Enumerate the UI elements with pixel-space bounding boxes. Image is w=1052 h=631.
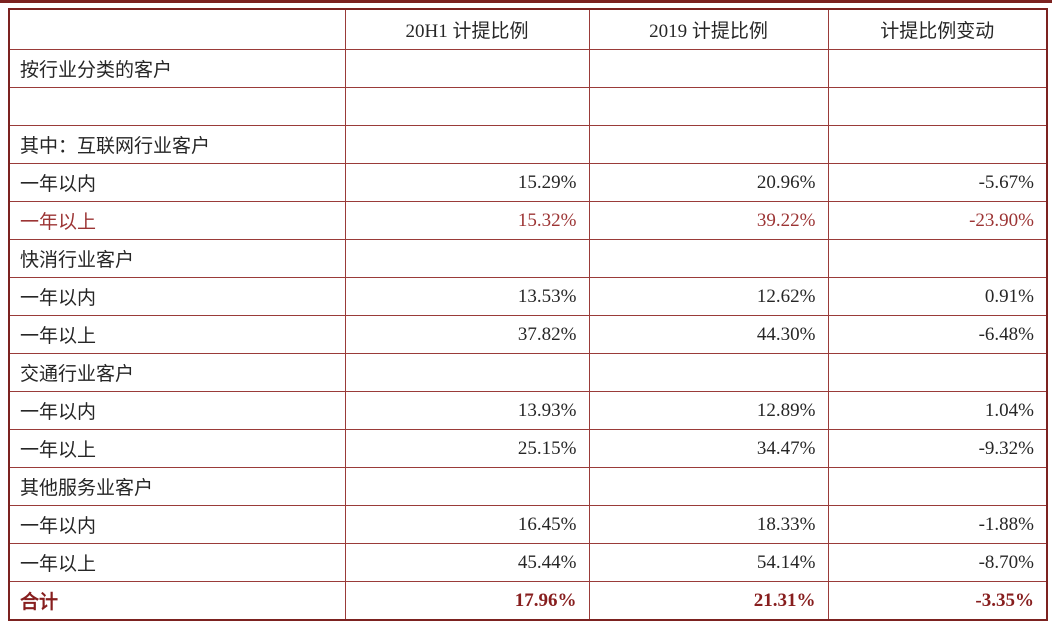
value-cell: 34.47% [588, 429, 829, 468]
table-row: 按行业分类的客户 [8, 49, 1048, 88]
value-cell: -3.35% [827, 581, 1048, 621]
value-cell [588, 467, 829, 506]
value-cell [344, 467, 590, 506]
table-row: 一年以内 13.93% 12.89% 1.04% [8, 391, 1048, 430]
row-label-cell: 一年以上 [8, 429, 346, 468]
row-label-cell: 按行业分类的客户 [8, 49, 346, 88]
value-cell [827, 467, 1048, 506]
row-label-cell: 一年以内 [8, 277, 346, 316]
value-cell: -23.90% [827, 201, 1048, 240]
value-cell: 17.96% [344, 581, 590, 621]
value-cell [827, 87, 1048, 126]
row-label-cell: 交通行业客户 [8, 353, 346, 392]
column-header-20h1-ratio: 20H1 计提比例 [344, 8, 590, 50]
value-cell: -8.70% [827, 543, 1048, 582]
value-cell: 15.32% [344, 201, 590, 240]
column-header-2019-ratio: 2019 计提比例 [588, 8, 829, 50]
table-row: 交通行业客户 [8, 353, 1048, 392]
value-cell [588, 49, 829, 88]
value-cell: 16.45% [344, 505, 590, 544]
value-cell [344, 49, 590, 88]
value-cell: -6.48% [827, 315, 1048, 354]
value-cell [827, 49, 1048, 88]
top-divider-line [0, 0, 1052, 3]
row-label-cell: 一年以内 [8, 163, 346, 202]
row-label-cell: 一年以上 [8, 543, 346, 582]
column-header-category [8, 8, 346, 50]
value-cell: 44.30% [588, 315, 829, 354]
value-cell [588, 87, 829, 126]
table-row: 一年以内 15.29% 20.96% -5.67% [8, 163, 1048, 202]
table-row: 其中：互联网行业客户 [8, 125, 1048, 164]
table-row: 一年以内 16.45% 18.33% -1.88% [8, 505, 1048, 544]
value-cell: -9.32% [827, 429, 1048, 468]
value-cell [588, 353, 829, 392]
value-cell: 18.33% [588, 505, 829, 544]
row-label-cell: 其中：互联网行业客户 [8, 125, 346, 164]
row-label-cell [8, 87, 346, 126]
value-cell: 39.22% [588, 201, 829, 240]
row-label-cell: 一年以内 [8, 505, 346, 544]
value-cell: -1.88% [827, 505, 1048, 544]
table-row: 一年以上 45.44% 54.14% -8.70% [8, 543, 1048, 582]
value-cell [344, 125, 590, 164]
table-header-row: 20H1 计提比例 2019 计提比例 计提比例变动 [8, 8, 1048, 50]
row-label-cell: 其他服务业客户 [8, 467, 346, 506]
value-cell [827, 125, 1048, 164]
row-label-cell: 一年以内 [8, 391, 346, 430]
value-cell: 15.29% [344, 163, 590, 202]
table-row: 一年以上 15.32% 39.22% -23.90% [8, 201, 1048, 240]
value-cell: 13.53% [344, 277, 590, 316]
table-row: 一年以内 13.53% 12.62% 0.91% [8, 277, 1048, 316]
value-cell: 13.93% [344, 391, 590, 430]
row-label-cell: 合计 [8, 581, 346, 621]
table-body: 按行业分类的客户 其中：互联网行业客户 一年以内 15.29% 20.96% -5.67%… [8, 49, 1048, 621]
column-header-ratio-change: 计提比例变动 [827, 8, 1048, 50]
value-cell: 21.31% [588, 581, 829, 621]
value-cell [344, 239, 590, 278]
row-label-cell: 一年以上 [8, 201, 346, 240]
value-cell: 45.44% [344, 543, 590, 582]
value-cell: 12.89% [588, 391, 829, 430]
table-row: 一年以上 25.15% 34.47% -9.32% [8, 429, 1048, 468]
value-cell [344, 353, 590, 392]
table-row [8, 87, 1048, 126]
table-row: 合计 17.96% 21.31% -3.35% [8, 581, 1048, 621]
value-cell: 20.96% [588, 163, 829, 202]
table-row: 其他服务业客户 [8, 467, 1048, 506]
row-label-cell: 一年以上 [8, 315, 346, 354]
value-cell: 37.82% [344, 315, 590, 354]
value-cell: 1.04% [827, 391, 1048, 430]
value-cell [827, 353, 1048, 392]
row-label-cell: 快消行业客户 [8, 239, 346, 278]
table-row: 一年以上 37.82% 44.30% -6.48% [8, 315, 1048, 354]
value-cell [588, 125, 829, 164]
provision-ratio-table: 20H1 计提比例 2019 计提比例 计提比例变动 按行业分类的客户 其中：互联… [8, 8, 1048, 621]
value-cell [588, 239, 829, 278]
value-cell [827, 239, 1048, 278]
value-cell: 25.15% [344, 429, 590, 468]
value-cell: -5.67% [827, 163, 1048, 202]
value-cell [344, 87, 590, 126]
value-cell: 12.62% [588, 277, 829, 316]
value-cell: 54.14% [588, 543, 829, 582]
table-row: 快消行业客户 [8, 239, 1048, 278]
value-cell: 0.91% [827, 277, 1048, 316]
